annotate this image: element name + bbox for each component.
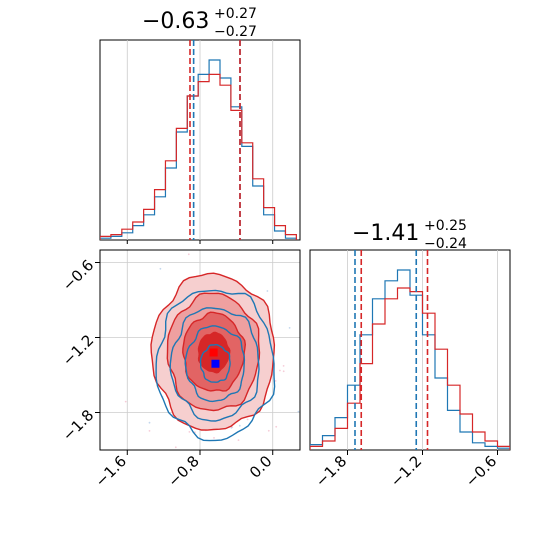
quantile-lines bbox=[354, 250, 429, 450]
histogram-panel-param1: −0.63 +0.27 −0.27 bbox=[99, 6, 301, 244]
x-tick-label: −0.6 bbox=[462, 452, 500, 490]
x-tick-label: 0.0 bbox=[246, 452, 276, 482]
param1-title-value: −0.63 bbox=[142, 9, 209, 34]
histograms bbox=[100, 59, 297, 240]
contour-line-series-a bbox=[169, 307, 260, 422]
y-tick-label: −0.6 bbox=[59, 256, 97, 294]
grid-lines bbox=[347, 250, 498, 450]
joint-density-panel: −1.6 −0.8 0.0 −0.6 −1.2 −1.8 bbox=[59, 249, 301, 491]
scatter-point bbox=[124, 400, 127, 403]
x-tick-label: −1.8 bbox=[312, 452, 350, 490]
scatter-point bbox=[148, 430, 151, 432]
scatter-point bbox=[187, 253, 190, 256]
scatter-point bbox=[213, 437, 215, 439]
param1-title-upper-error: +0.27 bbox=[214, 6, 257, 22]
param2-title-upper-error: +0.25 bbox=[424, 218, 467, 234]
scatter-point bbox=[267, 429, 270, 432]
center-marker-series-b bbox=[209, 348, 218, 357]
y-tick-label: −1.8 bbox=[59, 406, 97, 444]
scatter-point bbox=[297, 410, 300, 413]
x-axis-ticks: −1.6 −0.8 0.0 bbox=[92, 450, 276, 491]
x-tick-label: −0.8 bbox=[164, 452, 202, 490]
quantile-lines bbox=[189, 40, 241, 240]
histograms bbox=[310, 269, 510, 450]
histogram-series-b bbox=[310, 287, 510, 450]
contour-line-series-a bbox=[184, 325, 246, 403]
x-axis-ticks: −1.8 −1.2 −0.6 bbox=[312, 450, 500, 491]
scatter-point bbox=[237, 439, 240, 441]
y-axis-ticks: −0.6 −1.2 −1.8 bbox=[59, 256, 100, 445]
param2-title-lower-error: −0.24 bbox=[424, 236, 467, 252]
x-tick-label: −1.6 bbox=[92, 452, 130, 490]
scatter-point bbox=[246, 418, 249, 421]
scatter-point bbox=[230, 426, 233, 429]
histogram-series-a bbox=[310, 269, 510, 450]
scatter-point bbox=[174, 446, 177, 449]
x-tick-label: −1.2 bbox=[387, 452, 425, 490]
scatter-point bbox=[282, 365, 285, 367]
scatter-point bbox=[288, 327, 291, 329]
panel-frame bbox=[309, 249, 511, 451]
scatter-point bbox=[266, 290, 269, 292]
scatter-point bbox=[279, 369, 281, 372]
contour-line-series-a bbox=[155, 289, 276, 442]
histogram-panel-param2: −1.8 −1.2 −0.6 −1.41 +0.25 −0.24 bbox=[309, 218, 511, 491]
scatter-point bbox=[282, 370, 285, 373]
contour-line-series-a bbox=[199, 344, 231, 383]
scatter-point bbox=[148, 421, 151, 424]
y-tick-label: −1.2 bbox=[59, 331, 97, 369]
scatter-point bbox=[159, 267, 162, 270]
scatter-point bbox=[188, 431, 191, 433]
scatter-point bbox=[275, 425, 278, 428]
scatter-point bbox=[274, 380, 277, 382]
scatter-point bbox=[238, 424, 241, 427]
grid-lines bbox=[126, 40, 274, 244]
histogram-series-b bbox=[100, 73, 297, 240]
param2-title-value: −1.41 bbox=[352, 221, 419, 246]
center-marker-series-a bbox=[211, 359, 220, 368]
param1-title-lower-error: −0.27 bbox=[214, 24, 257, 40]
contour-lines bbox=[155, 289, 276, 442]
